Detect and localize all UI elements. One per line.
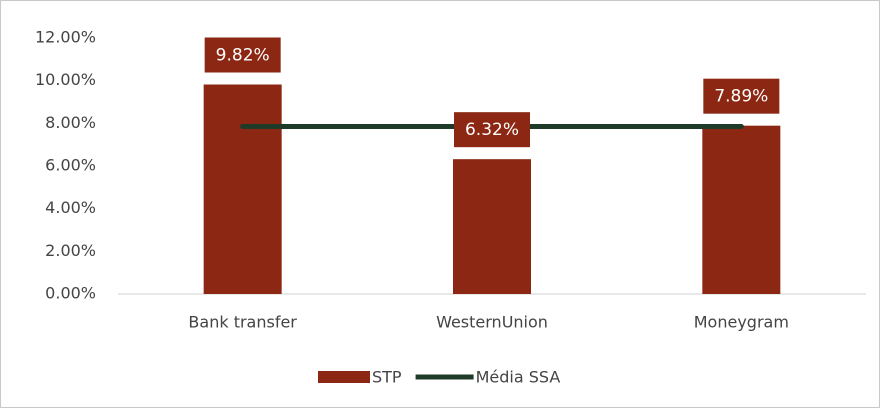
data-label: 7.89% (714, 87, 768, 107)
y-tick-label: 8.00% (45, 113, 96, 132)
bar (203, 84, 282, 294)
y-tick-label: 4.00% (45, 198, 96, 217)
legend-label: STP (372, 368, 402, 387)
x-tick-label: Moneygram (694, 313, 789, 332)
x-tick-label: Bank transfer (188, 313, 297, 332)
data-label: 6.32% (465, 120, 519, 140)
legend-swatch (318, 371, 370, 383)
data-label: 9.82% (216, 46, 270, 66)
legend-label: Média SSA (476, 368, 561, 387)
data-label-box (703, 78, 780, 114)
y-tick-label: 12.00% (35, 28, 96, 47)
y-tick-label: 0.00% (45, 284, 96, 303)
bar (453, 159, 531, 294)
x-tick-label: WesternUnion (436, 313, 548, 332)
y-tick-label: 10.00% (35, 70, 96, 89)
y-tick-label: 2.00% (45, 241, 96, 260)
data-label-box (204, 37, 281, 73)
bar (702, 125, 781, 295)
y-tick-label: 6.00% (45, 156, 96, 175)
data-label-box (454, 112, 530, 148)
